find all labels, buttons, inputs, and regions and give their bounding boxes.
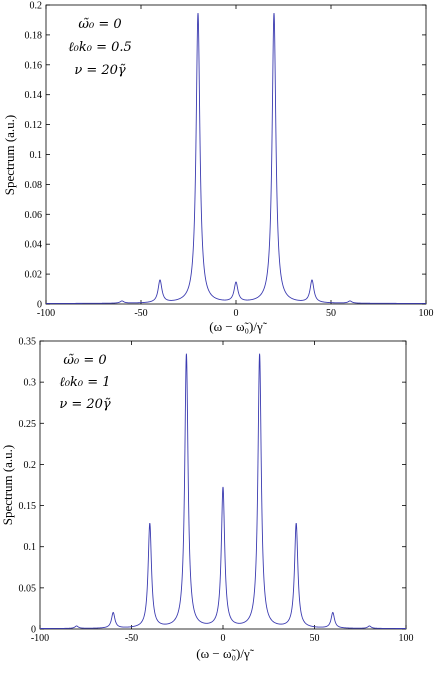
- x-tick-label-top: 50: [326, 308, 336, 319]
- annotation-lk-bottom: ℓ₀k₀ = 1: [59, 375, 110, 390]
- x-tick-label-bottom: 0: [221, 633, 226, 644]
- y-tick-label-bottom: 0.1: [24, 542, 37, 553]
- annotation-omega-bottom: ω̃₀ = 0: [63, 353, 106, 368]
- annotation-nu-top: ν = 20γ̃: [74, 63, 126, 78]
- y-tick-label-top: 0.14: [25, 90, 43, 101]
- y-tick-label-top: 0.02: [25, 270, 43, 281]
- x-axis-label-bottom: (ω − ω̃₀)/γ̃: [196, 646, 254, 661]
- y-tick-label-top: 0.18: [25, 30, 43, 41]
- y-tick-label-bottom: 0.25: [19, 419, 37, 430]
- y-tick-label-top: 0.16: [25, 60, 43, 71]
- x-tick-label-bottom: 50: [310, 633, 320, 644]
- y-tick-label-top: 0.12: [25, 120, 43, 131]
- annotation-lk-top: ℓ₀k₀ = 0.5: [68, 40, 132, 55]
- y-tick-label-bottom: 0.2: [24, 460, 37, 471]
- chart-top: -100 -50 0 50 100 0 0.02 0.04 0.06 0.08 0.1 0.12 0.1…: [2, 1, 434, 335]
- x-tick-label-top: -50: [134, 308, 147, 319]
- y-tick-label-top: 0: [37, 300, 42, 311]
- y-tick-label-top: 0.04: [25, 240, 43, 251]
- y-axis-label-top: Spectrum (a.u.): [2, 115, 17, 196]
- y-tick-label-top: 0.1: [30, 150, 43, 161]
- spectrum-line-bottom: [40, 353, 406, 629]
- x-tick-label-bottom: -100: [31, 633, 49, 644]
- y-tick-label-top: 0.06: [25, 210, 43, 221]
- x-tick-label-top: 0: [234, 308, 239, 319]
- y-axis-label-bottom: Spectrum (a.u.): [0, 445, 15, 526]
- x-tick-label-bottom: 100: [399, 633, 414, 644]
- annotation-nu-bottom: ν = 20γ̃: [59, 397, 111, 412]
- ticks-top: -100 -50 0 50 100 0 0.02 0.04 0.06 0.08 0.1 0.12 0.1…: [25, 1, 434, 320]
- x-axis-label-top: (ω − ω̃₀)/γ̃: [209, 319, 267, 334]
- y-tick-label-bottom: 0: [31, 625, 36, 636]
- x-tick-label-top: 100: [419, 308, 434, 319]
- annotation-omega-top: ω̃₀ = 0: [78, 17, 121, 32]
- chart-bottom: -100 -50 0 50 10000.050.10.150.20.250.30.35 …: [0, 337, 414, 662]
- ticks-bottom: -100 -50 0 50 100 0 0.05 0.1 0.15 0.2 0.25 0.3 0.35: [19, 337, 414, 645]
- y-tick-label-bottom: 0.05: [19, 583, 37, 594]
- y-tick-label-top: 0.2: [30, 1, 43, 12]
- x-tick-label-top: -100: [37, 308, 55, 319]
- x-tick-label-bottom: -50: [125, 633, 138, 644]
- y-tick-label-bottom: 0.15: [19, 501, 37, 512]
- y-tick-label-bottom: 0.3: [24, 378, 37, 389]
- y-tick-label-bottom: 0.35: [19, 337, 37, 348]
- y-tick-label-top: 0.08: [25, 180, 43, 191]
- spectrum-line-top: [46, 13, 426, 304]
